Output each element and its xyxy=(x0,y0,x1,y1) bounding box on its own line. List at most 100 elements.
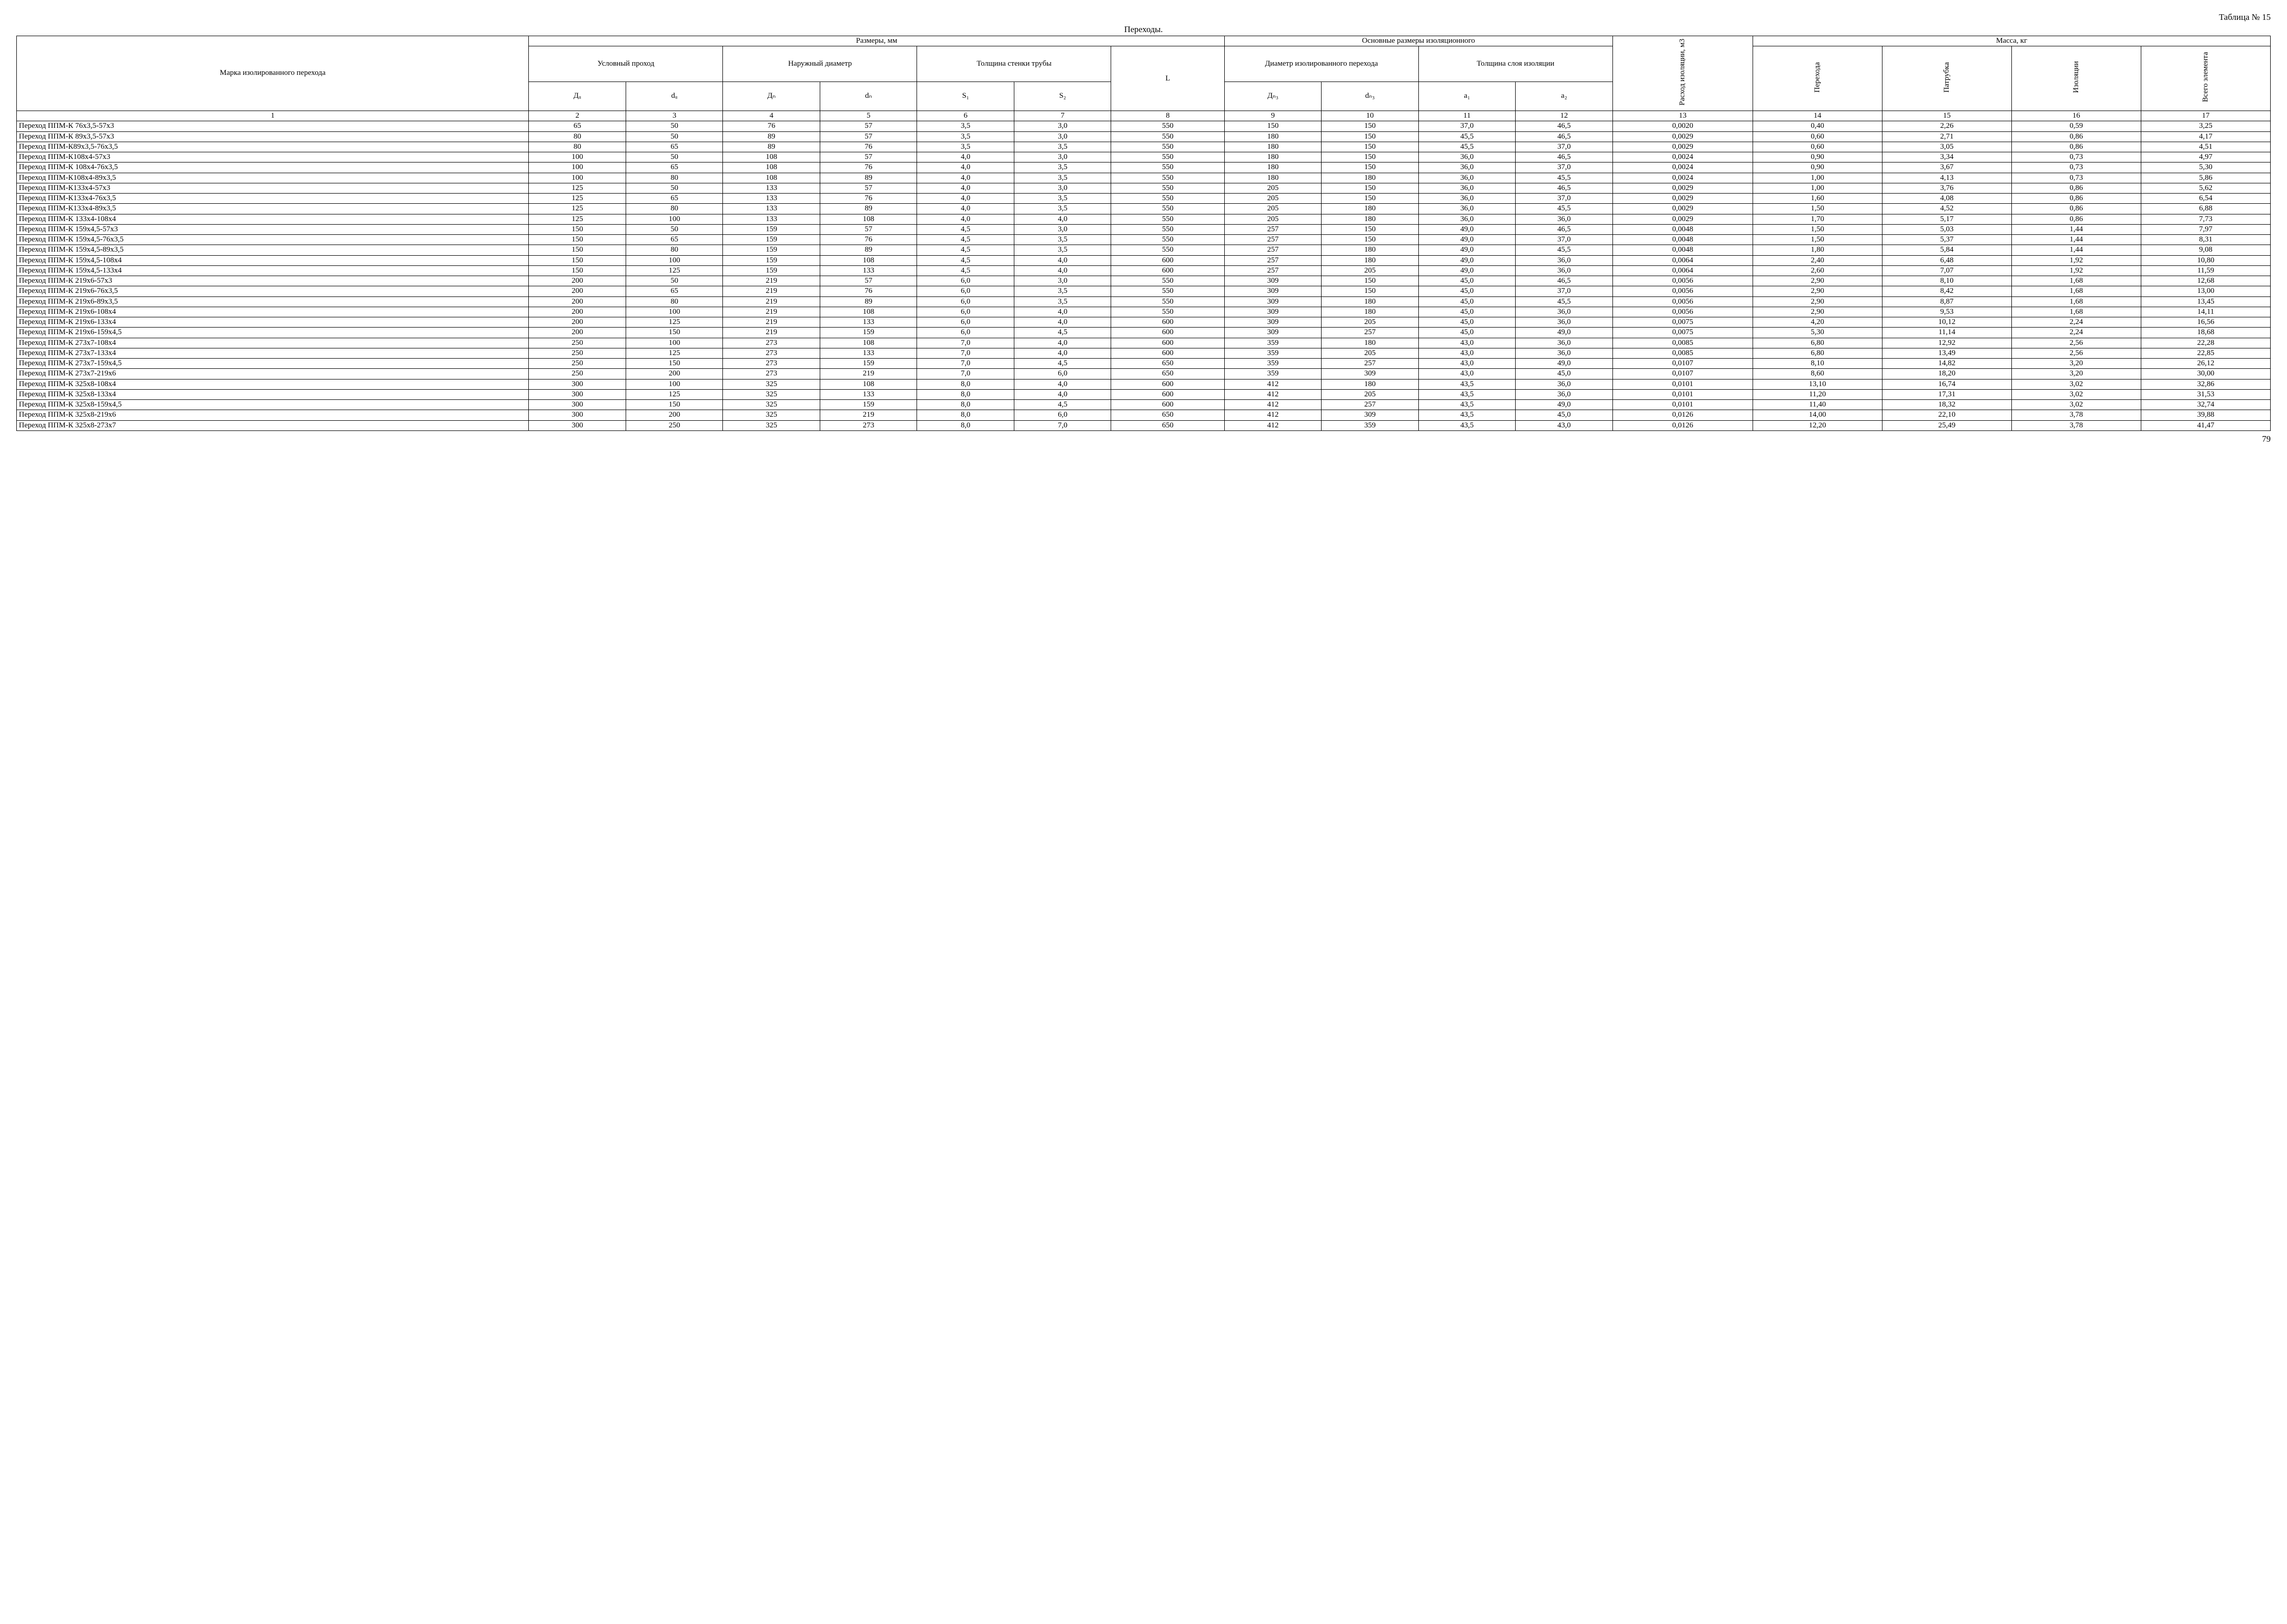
cell: 36,0 xyxy=(1418,183,1516,193)
cell: 219 xyxy=(723,296,820,307)
cell: 2,56 xyxy=(2011,348,2141,358)
cell: 4,5 xyxy=(917,235,1014,245)
col-number: 5 xyxy=(820,111,917,121)
cell: 65 xyxy=(626,163,723,173)
cell: 36,0 xyxy=(1418,194,1516,204)
cell: 125 xyxy=(626,348,723,358)
cell: 80 xyxy=(626,296,723,307)
col-number: 4 xyxy=(723,111,820,121)
cell: 150 xyxy=(626,359,723,369)
cell: 205 xyxy=(1322,265,1419,276)
cell: 18,32 xyxy=(1882,400,2011,410)
cell-name: Переход ППМ-К 219х6-159х4,5 xyxy=(17,328,529,338)
cell: 273 xyxy=(723,348,820,358)
cell: 0,0101 xyxy=(1612,400,1753,410)
cell: 4,0 xyxy=(917,163,1014,173)
table-row: Переход ППМ-К108х4-57х310050108574,03,05… xyxy=(17,152,2271,163)
cell: 100 xyxy=(529,152,626,163)
table-row: Переход ППМ-К 325х8-273х73002503252738,0… xyxy=(17,420,2271,430)
cell: 219 xyxy=(723,307,820,317)
cell: 180 xyxy=(1224,152,1322,163)
cell: 2,24 xyxy=(2011,328,2141,338)
cell: 0,90 xyxy=(1753,163,1882,173)
cell: 50 xyxy=(626,131,723,142)
cell: 89 xyxy=(723,131,820,142)
cell: 550 xyxy=(1111,131,1224,142)
cell: 108 xyxy=(820,338,917,348)
cell: 3,5 xyxy=(1014,286,1111,296)
cell: 37,0 xyxy=(1516,286,1613,296)
cell: 1,60 xyxy=(1753,194,1882,204)
cell: 159 xyxy=(820,328,917,338)
cell: 89 xyxy=(820,296,917,307)
cell: 43,5 xyxy=(1418,379,1516,389)
cell: 18,20 xyxy=(1882,369,2011,379)
cell: 8,42 xyxy=(1882,286,2011,296)
page-number: 79 xyxy=(16,434,2271,444)
cell: 36,0 xyxy=(1418,173,1516,183)
cell: 180 xyxy=(1224,131,1322,142)
cell: 26,12 xyxy=(2141,359,2270,369)
cell: 5,17 xyxy=(1882,214,2011,224)
cell: 57 xyxy=(820,276,917,286)
mass-group: Масса, кг xyxy=(1753,36,2270,46)
cell: 200 xyxy=(626,369,723,379)
cell: 3,0 xyxy=(1014,131,1111,142)
cell: 125 xyxy=(529,214,626,224)
cell: 6,0 xyxy=(1014,410,1111,420)
cell: 6,0 xyxy=(917,328,1014,338)
table-row: Переход ППМ-К 325х8-159х4,53001503251598… xyxy=(17,400,2271,410)
cell: 9,53 xyxy=(1882,307,2011,317)
cell: 13,00 xyxy=(2141,286,2270,296)
cell: 550 xyxy=(1111,245,1224,255)
cell: 65 xyxy=(626,286,723,296)
cell-name: Переход ППМ-К 325х8-159х4,5 xyxy=(17,400,529,410)
cell: 125 xyxy=(529,183,626,193)
cell: 0,0048 xyxy=(1612,235,1753,245)
cell: 5,84 xyxy=(1882,245,2011,255)
cell: 43,0 xyxy=(1516,420,1613,430)
thick-layer: Толщина слоя изоляции xyxy=(1418,46,1612,82)
col-Dn: Дₙ xyxy=(723,82,820,111)
cell: 0,0085 xyxy=(1612,348,1753,358)
cell: 200 xyxy=(529,276,626,286)
cell: 4,5 xyxy=(917,245,1014,255)
cell: 43,5 xyxy=(1418,420,1516,430)
cell: 1,00 xyxy=(1753,173,1882,183)
cell: 205 xyxy=(1322,389,1419,399)
cell: 309 xyxy=(1224,307,1322,317)
cell-name: Переход ППМ-К 159х4,5-57х3 xyxy=(17,224,529,234)
cell: 1,68 xyxy=(2011,307,2141,317)
cell: 36,0 xyxy=(1516,379,1613,389)
col-consumption: Расход изоляции, м3 xyxy=(1612,36,1753,111)
cell: 150 xyxy=(1322,224,1419,234)
cell: 4,0 xyxy=(1014,265,1111,276)
cell: 7,0 xyxy=(1014,420,1111,430)
cell: 550 xyxy=(1111,204,1224,214)
cell: 6,0 xyxy=(917,286,1014,296)
cell: 7,0 xyxy=(917,369,1014,379)
cell: 89 xyxy=(820,204,917,214)
cell: 46,5 xyxy=(1516,276,1613,286)
cell: 45,5 xyxy=(1516,296,1613,307)
cell: 125 xyxy=(626,389,723,399)
cell: 3,0 xyxy=(1014,152,1111,163)
cell: 2,90 xyxy=(1753,276,1882,286)
cell: 309 xyxy=(1322,369,1419,379)
cell: 108 xyxy=(820,379,917,389)
cell: 4,0 xyxy=(917,152,1014,163)
cell: 550 xyxy=(1111,235,1224,245)
cell: 250 xyxy=(529,348,626,358)
cell: 359 xyxy=(1224,369,1322,379)
cell: 125 xyxy=(626,265,723,276)
cell: 133 xyxy=(820,317,917,328)
cell-name: Переход ППМ-К 273х7-219х6 xyxy=(17,369,529,379)
cell: 1,68 xyxy=(2011,296,2141,307)
cell: 4,17 xyxy=(2141,131,2270,142)
cell: 550 xyxy=(1111,286,1224,296)
cell: 0,86 xyxy=(2011,183,2141,193)
mass-patrubka: Патрубка xyxy=(1882,46,2011,111)
cell: 4,0 xyxy=(1014,379,1111,389)
cell: 7,07 xyxy=(1882,265,2011,276)
cell: 180 xyxy=(1322,245,1419,255)
